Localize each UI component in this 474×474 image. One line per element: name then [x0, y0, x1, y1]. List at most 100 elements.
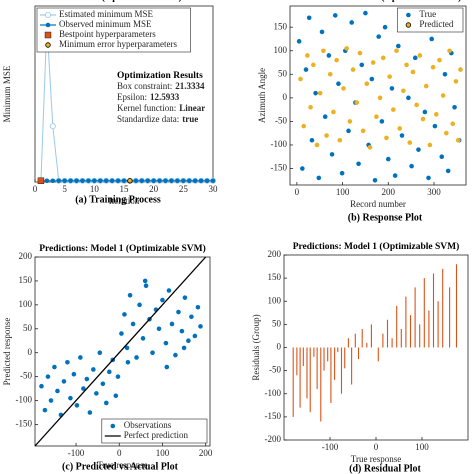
point	[173, 352, 178, 358]
point	[432, 123, 438, 129]
point	[186, 338, 191, 344]
y-tick-label: -150	[265, 411, 282, 421]
marker	[45, 22, 51, 28]
point	[347, 119, 353, 124]
point	[332, 13, 338, 18]
x-tick-label: -100	[68, 448, 85, 458]
point	[442, 72, 448, 77]
x-tick-label: 30	[209, 184, 219, 194]
x-tick-label: -100	[322, 442, 339, 452]
point	[433, 112, 439, 117]
point	[445, 168, 451, 174]
point	[422, 109, 428, 115]
marker	[74, 178, 79, 184]
point	[97, 350, 103, 355]
marker	[115, 178, 121, 184]
marker	[192, 178, 198, 184]
y-tick-label: 100	[268, 295, 282, 305]
point	[300, 166, 305, 171]
point	[163, 340, 169, 346]
marker	[50, 178, 56, 184]
y-tick-label: 0	[277, 342, 282, 352]
point	[389, 86, 395, 91]
point	[39, 383, 44, 389]
y-tick-label: 100	[274, 45, 288, 55]
caption: (c) Predicted vs Actual Plot	[62, 461, 179, 472]
y-tick-label: -100	[265, 388, 282, 398]
point	[55, 388, 60, 394]
legend-label: Predicted	[419, 19, 453, 29]
x-tick-label: 300	[427, 187, 441, 197]
y-axis-label: Minimum MSE	[2, 65, 12, 122]
point	[414, 102, 419, 108]
marker	[86, 178, 91, 184]
point	[404, 62, 409, 68]
point	[182, 295, 188, 300]
marker	[198, 178, 204, 184]
point	[119, 331, 124, 336]
point	[321, 48, 326, 54]
point	[350, 67, 356, 72]
marker	[169, 178, 174, 184]
point	[127, 292, 133, 298]
point	[164, 364, 170, 370]
annotation-line: Box constraint: 21.3334	[117, 81, 205, 91]
plot-area	[283, 254, 469, 441]
annotation-title: Optimization Results	[117, 71, 203, 81]
point	[94, 391, 99, 396]
point	[401, 88, 406, 94]
y-tick-label: 50	[272, 318, 282, 328]
point	[437, 57, 442, 63]
point	[169, 321, 175, 327]
point	[125, 359, 131, 365]
chart-title: Predictions: Model 1 (Optimizable SVM)	[39, 243, 206, 254]
point	[359, 62, 365, 68]
marker	[121, 178, 127, 184]
point	[195, 304, 201, 310]
annotation-label: Standardize data:	[117, 114, 179, 124]
marker	[56, 178, 62, 184]
marker	[49, 123, 56, 130]
point	[137, 302, 142, 308]
point	[444, 130, 449, 136]
x-tick-label: 100	[415, 442, 429, 452]
point	[314, 142, 320, 148]
point	[410, 69, 416, 75]
x-axis-label: Record number	[350, 199, 406, 209]
marker	[110, 423, 116, 429]
marker	[45, 11, 52, 18]
annotation-label: Epsilon:	[117, 92, 147, 102]
point	[160, 297, 165, 303]
y-tick-label: 50	[278, 68, 288, 78]
legend-label: Bestpoint hyperparameters	[59, 29, 156, 39]
x-tick-label: 25	[179, 184, 189, 194]
y-tick-label: 150	[268, 272, 282, 282]
point	[103, 400, 109, 406]
y-tick-label: -100	[16, 395, 33, 405]
x-tick-label: 100	[156, 448, 170, 458]
point	[78, 355, 83, 360]
point	[134, 355, 139, 360]
point	[317, 90, 323, 96]
marker	[103, 178, 109, 184]
point	[369, 76, 375, 82]
point	[374, 114, 379, 119]
point	[319, 29, 325, 35]
point	[364, 81, 370, 87]
reference-line	[34, 256, 207, 447]
y-tick-label: 0	[28, 347, 33, 357]
point	[306, 15, 312, 21]
point	[336, 81, 341, 87]
point	[376, 34, 381, 39]
point	[311, 62, 316, 68]
marker	[139, 178, 145, 184]
point	[327, 72, 333, 77]
y-tick-label: 100	[19, 299, 33, 309]
point	[316, 175, 322, 181]
marker	[145, 178, 151, 184]
legend-label: True	[419, 9, 436, 19]
point	[452, 104, 457, 110]
annotation-value: true	[182, 114, 198, 124]
chart-title: Predictions: Model 1 (Optimizable SVM)	[295, 0, 462, 3]
point	[198, 324, 203, 329]
